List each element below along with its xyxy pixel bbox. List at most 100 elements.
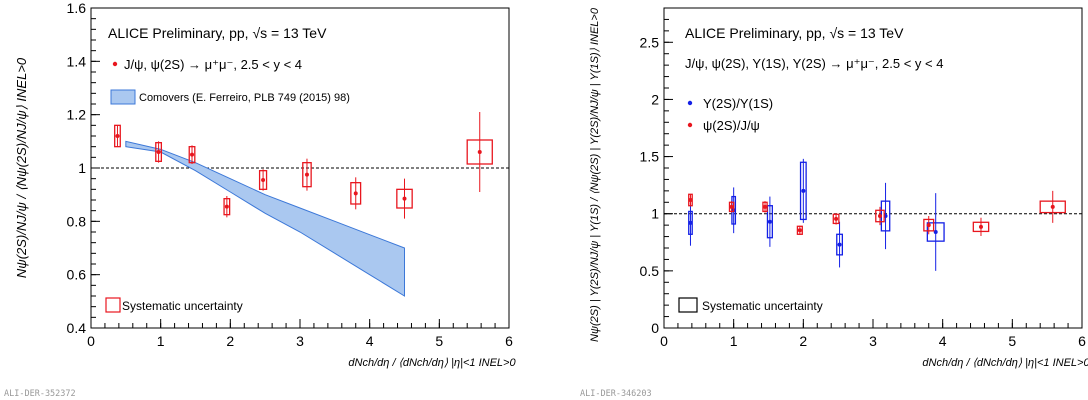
y-tick-label: 1.5 bbox=[640, 149, 660, 165]
right-series0-point-3 bbox=[799, 158, 807, 223]
syst-box bbox=[728, 201, 735, 213]
right-axis-ticks: 0 1 2 3 4 5 6 0 0.5 1 1.5 2 2.5 bbox=[640, 7, 1086, 349]
left-legend-syst-swatch bbox=[105, 297, 121, 313]
x-tick-label: 4 bbox=[366, 333, 374, 349]
data-marker bbox=[933, 230, 938, 234]
data-marker bbox=[224, 204, 229, 209]
syst-box bbox=[923, 218, 935, 232]
left-syst-label: Systematic uncertainty bbox=[122, 299, 243, 313]
y-tick-label: 1 bbox=[78, 160, 86, 176]
y-tick-label: 1 bbox=[651, 206, 659, 222]
data-marker bbox=[767, 219, 772, 224]
left-legend-marker bbox=[112, 61, 118, 67]
y-tick-label: 0.4 bbox=[67, 320, 87, 336]
syst-box bbox=[832, 213, 840, 225]
y-tick-label: 0.5 bbox=[640, 263, 660, 279]
right-syst-label: Systematic uncertainty bbox=[702, 299, 823, 313]
right-xlabel-text: dNch/dη / ⟨dNch/dη⟩ |η|<1 INEL>0 bbox=[922, 357, 1088, 369]
left-data-marks bbox=[114, 112, 493, 219]
left-header-text: ALICE Preliminary, pp, √s = 13 TeV bbox=[108, 25, 327, 41]
data-marker bbox=[1050, 204, 1055, 209]
right-legend-marker-psi bbox=[687, 122, 693, 128]
left-series0-point-7 bbox=[396, 178, 413, 219]
x-tick-label: 2 bbox=[799, 333, 807, 349]
syst-box bbox=[875, 209, 885, 223]
right-series1-point-7 bbox=[972, 217, 990, 236]
left-comovers-band-group bbox=[125, 140, 405, 297]
data-marker bbox=[834, 216, 839, 221]
x-tick-label: 0 bbox=[87, 333, 95, 349]
data-marker bbox=[115, 134, 120, 138]
syst-box bbox=[258, 170, 268, 190]
syst-box bbox=[155, 142, 163, 162]
y-tick-label: 0.6 bbox=[67, 267, 87, 283]
data-marker bbox=[837, 242, 842, 247]
data-marker bbox=[729, 204, 734, 209]
data-marker bbox=[190, 152, 195, 157]
data-marker bbox=[978, 224, 983, 229]
syst-box bbox=[796, 225, 803, 235]
x-tick-label: 5 bbox=[435, 333, 443, 349]
data-marker bbox=[156, 150, 161, 154]
data-marker bbox=[402, 196, 407, 201]
left-legend-band-swatch bbox=[110, 89, 136, 105]
right-process-text: J/ψ, ψ(2S), Υ(1S), Υ(2S) → μ⁺μ⁻, 2.5 < y… bbox=[685, 56, 943, 71]
syst-box bbox=[223, 198, 231, 216]
right-legend-syst-swatch bbox=[678, 297, 698, 313]
y-tick-label: 2.5 bbox=[640, 34, 660, 50]
data-marker bbox=[763, 204, 768, 209]
x-tick-label: 0 bbox=[660, 333, 668, 349]
right-legend-upsilon-label: Υ(2S)/Υ(1S) bbox=[703, 96, 773, 111]
right-legend-psi-label: ψ(2S)/J/ψ bbox=[703, 118, 760, 133]
syst-box bbox=[302, 162, 312, 188]
x-tick-label: 6 bbox=[1078, 333, 1086, 349]
x-tick-label: 5 bbox=[1008, 333, 1016, 349]
data-marker bbox=[304, 172, 309, 177]
syst-box bbox=[466, 139, 493, 165]
y-tick-label: 1.4 bbox=[67, 53, 87, 69]
syst-box bbox=[114, 124, 121, 148]
right-data-marks bbox=[688, 158, 1066, 271]
right-watermark: ALI-DER-346203 bbox=[580, 389, 652, 399]
y-tick-label: 1.6 bbox=[67, 0, 87, 16]
right-legend-marker-upsilon bbox=[687, 100, 693, 106]
data-marker bbox=[797, 228, 802, 233]
data-marker bbox=[877, 214, 882, 218]
x-tick-label: 3 bbox=[869, 333, 877, 349]
data-marker bbox=[353, 191, 358, 196]
left-series0-point-6 bbox=[350, 177, 362, 210]
left-series-label: J/ψ, ψ(2S) → μ⁺μ⁻, 2.5 < y < 4 bbox=[124, 57, 302, 72]
y-tick-label: 0.8 bbox=[67, 213, 87, 229]
right-series1-point-2 bbox=[762, 201, 768, 213]
left-watermark: ALI-DER-352372 bbox=[4, 389, 76, 399]
syst-box bbox=[1039, 200, 1066, 214]
right-series0-point-4 bbox=[836, 221, 843, 268]
right-series0-point-0 bbox=[688, 200, 693, 246]
right-chart-panel: 0 1 2 3 4 5 6 0 0.5 1 1.5 2 2.5 ALICE Preliminary, p… bbox=[580, 7, 1088, 399]
x-tick-label: 1 bbox=[157, 333, 165, 349]
left-series0-point-1 bbox=[155, 141, 163, 163]
syst-box bbox=[350, 182, 362, 205]
right-series1-point-0 bbox=[688, 193, 693, 207]
right-series1-point-4 bbox=[832, 213, 840, 225]
left-ylabel-text: Nψ(2S)/NJ/ψ / ⟨Nψ(2S)/NJ/ψ⟩ INEL>0 bbox=[14, 57, 29, 278]
right-series1-point-1 bbox=[728, 201, 735, 213]
x-tick-label: 4 bbox=[939, 333, 947, 349]
data-marker bbox=[477, 150, 482, 154]
left-axis-ticks: 0 1 2 3 4 5 6 0.4 0.6 0.8 1 1.2 1.4 1.6 bbox=[67, 0, 514, 349]
data-marker bbox=[801, 188, 806, 193]
syst-box bbox=[396, 188, 413, 209]
comovers-band bbox=[125, 140, 405, 297]
x-tick-label: 2 bbox=[226, 333, 234, 349]
left-series0-point-0 bbox=[114, 124, 121, 148]
syst-box bbox=[188, 146, 196, 164]
left-model-label: Comovers (E. Ferreiro, PLB 749 (2015) 98… bbox=[139, 92, 350, 104]
left-series0-point-2 bbox=[188, 145, 196, 164]
left-chart-panel: 0 1 2 3 4 5 6 0.4 0.6 0.8 1 1.2 1.4 1.6 ALICE Prelimi… bbox=[4, 0, 516, 399]
right-y-axis-label: Nψ(2S) | Υ(2S)/NJ/ψ | Υ(1S) / ⟨Nψ(2S) | … bbox=[589, 7, 601, 342]
right-series0-point-6 bbox=[926, 193, 945, 271]
left-series0-point-3 bbox=[223, 196, 231, 218]
data-marker bbox=[261, 178, 266, 182]
syst-box bbox=[766, 205, 773, 239]
